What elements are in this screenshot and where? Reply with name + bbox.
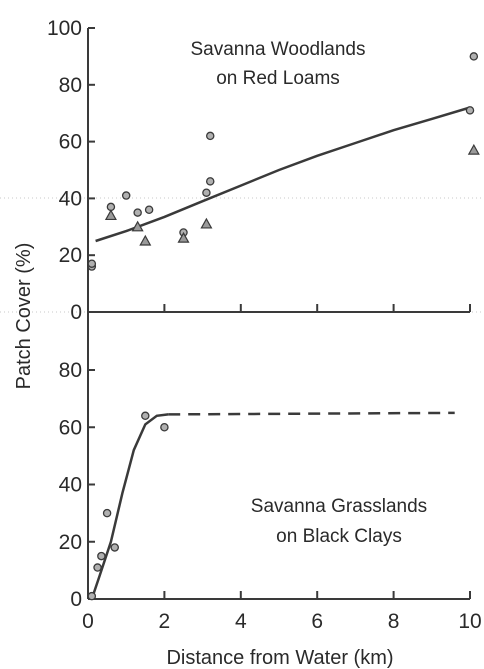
bottom-panel-annotation-line2: on Black Clays — [276, 526, 402, 547]
x-axis-title: Distance from Water (km) — [166, 647, 393, 669]
top-panel-annotation-line2: on Red Loams — [216, 68, 340, 89]
x-tick-label: 10 — [458, 610, 481, 633]
top-y-tick-label: 20 — [59, 244, 82, 267]
x-tick-label: 8 — [388, 610, 400, 633]
bottom-panel-circle-point — [141, 411, 150, 421]
y-axis-title: Patch Cover (%) — [13, 243, 35, 390]
top-panel-triangle-point — [200, 217, 213, 229]
top-panel-circle-point — [144, 205, 154, 215]
top-panel-circle-point — [205, 177, 215, 186]
top-panel-triangle-point — [177, 231, 190, 243]
bottom-panel-circle-point — [97, 551, 106, 561]
top-y-tick-label: 0 — [70, 301, 82, 324]
top-panel-circle-point — [133, 208, 142, 217]
axes-layer: 0 20 40 60 80 100 0 20 40 60 80 0 2 4 6 8 10 — [47, 17, 482, 633]
top-panel-fit-curve — [95, 106, 471, 243]
x-tick-label: 6 — [311, 610, 323, 633]
x-tick-label: 0 — [82, 610, 94, 633]
labels-layer: Patch Cover (%) Distance from Water (km)… — [13, 39, 427, 669]
top-y-tick-label: 40 — [59, 187, 82, 210]
top-panel-circle-point — [465, 106, 475, 115]
bottom-y-tick-label: 60 — [59, 416, 82, 439]
bottom-y-tick-label: 20 — [59, 531, 82, 554]
top-panel-annotation-line1: Savanna Woodlands — [191, 39, 366, 60]
marks-layer — [87, 52, 480, 601]
bottom-panel-fit-curve-dashed — [168, 411, 455, 416]
top-panel-circle-point — [202, 188, 211, 197]
x-tick-label: 2 — [159, 610, 171, 633]
top-panel-triangle-point — [104, 209, 117, 221]
bottom-y-tick-label: 80 — [59, 359, 82, 382]
bottom-y-tick-label: 40 — [59, 474, 82, 497]
top-panel-triangle-point — [131, 220, 144, 232]
bottom-y-tick-label: 0 — [70, 588, 82, 611]
top-panel-circle-point — [121, 191, 131, 200]
bottom-panel-circle-point — [110, 543, 119, 552]
top-panel-circle-point — [469, 52, 479, 61]
bottom-panel-annotation-line1: Savanna Grasslands — [251, 496, 427, 517]
bottom-panel-circle-point — [160, 422, 169, 432]
bottom-panel-fit-curve-solid — [90, 413, 169, 600]
bottom-panel-circle-point — [93, 563, 102, 572]
top-y-tick-label: 80 — [59, 74, 82, 97]
x-tick-label: 4 — [235, 610, 247, 633]
top-panel-circle-point — [205, 131, 215, 141]
bottom-panel-circle-point — [102, 508, 112, 518]
top-panel-triangle-point — [139, 234, 152, 246]
bottom-panel-circle-point — [87, 591, 97, 601]
top-panel-triangle-point — [467, 143, 480, 155]
top-y-tick-label: 100 — [47, 17, 82, 40]
top-panel-circle-point — [87, 259, 97, 268]
top-y-tick-label: 60 — [59, 131, 82, 154]
